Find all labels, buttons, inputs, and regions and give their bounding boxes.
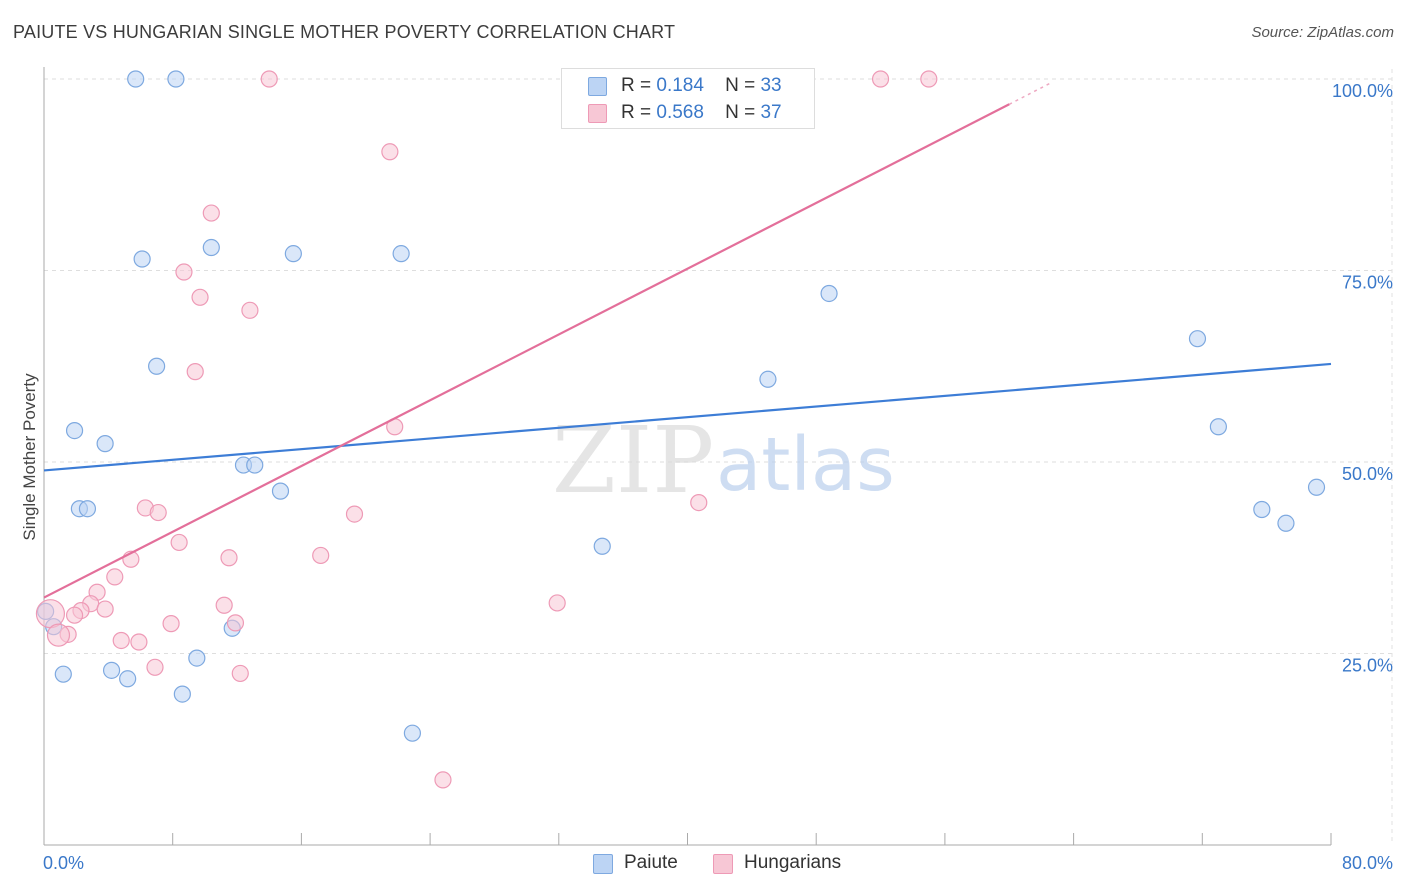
axes: 25.0% 50.0% 75.0% 100.0% — [43, 67, 1393, 846]
paiute-point — [246, 456, 264, 474]
paiute-point — [127, 70, 145, 88]
hungarians-point — [35, 599, 66, 629]
paiute-point — [271, 482, 290, 500]
paiute-point — [173, 685, 191, 703]
paiute-point — [133, 250, 151, 268]
hungarians-point — [170, 533, 188, 552]
y-tick-label: 50.0% — [1342, 464, 1393, 484]
paiute-point — [1277, 514, 1295, 532]
hungarians-point — [202, 204, 220, 222]
watermark-zip: ZIP — [552, 407, 714, 514]
paiute-point — [54, 665, 72, 683]
bottom-legend-label-paiute: Paiute — [624, 852, 678, 873]
trend-lines — [43, 82, 1332, 599]
paiute-point — [202, 238, 220, 257]
paiute-point — [1209, 418, 1227, 436]
hungarians-point — [220, 549, 238, 567]
y-tick-label: 100.0% — [1332, 81, 1393, 101]
bottom-legend-swatch-hungarians — [713, 854, 733, 874]
hungarians-point — [106, 568, 124, 586]
hungarians-point — [690, 493, 708, 512]
hungarians-point — [162, 615, 180, 633]
bottom-legend-swatch-paiute — [593, 854, 613, 874]
legend-n-value-hungarians: 37 — [760, 102, 782, 123]
legend-n-value-paiute: 33 — [760, 75, 782, 96]
paiute-point — [392, 245, 410, 263]
legend-r-label: R = — [621, 102, 652, 123]
x-tick-label-min: 0.0% — [43, 853, 84, 873]
chart-title: PAIUTE VS HUNGARIAN SINGLE MOTHER POVERT… — [13, 22, 676, 42]
hungarians-point — [191, 288, 209, 306]
paiute-point — [65, 421, 84, 440]
hungarians-point — [226, 614, 245, 632]
paiute-point — [593, 537, 611, 555]
watermark-atlas: atlas — [716, 422, 895, 508]
hungarians-trend-line — [43, 103, 1010, 599]
hungarians-point — [871, 70, 890, 88]
paiute-point — [284, 245, 302, 263]
hungarians-point — [260, 70, 278, 88]
hungarians-point — [548, 594, 566, 612]
paiute-point — [188, 649, 206, 667]
hungarians-point — [345, 505, 364, 523]
legend-r-label: R = — [621, 75, 652, 96]
chart-source: Source: ZipAtlas.com — [1251, 24, 1394, 41]
legend-swatch-paiute — [588, 77, 607, 96]
paiute-point — [78, 500, 97, 518]
paiute-point — [167, 70, 185, 88]
legend-swatch-hungarians — [588, 104, 607, 123]
y-tick-label: 25.0% — [1342, 656, 1393, 676]
paiute-point — [102, 661, 121, 679]
hungarians-point — [65, 606, 84, 624]
bottom-legend-label-hungarians: Hungarians — [744, 852, 842, 873]
paiute-point — [759, 370, 777, 388]
paiute-point — [1188, 330, 1207, 348]
hungarians-point — [381, 143, 399, 161]
hungarians-point — [46, 623, 71, 647]
legend-r-value-hungarians: 0.568 — [656, 102, 704, 123]
paiute-trend-line — [43, 362, 1332, 472]
hungarians-point — [112, 631, 130, 650]
hungarians-point — [130, 633, 148, 651]
paiute-point — [403, 724, 422, 742]
paiute-point — [148, 357, 166, 375]
paiute-point — [119, 670, 137, 688]
watermark: ZIP atlas — [552, 407, 895, 514]
paiute-point — [1253, 500, 1271, 519]
hungarians-point — [146, 658, 164, 676]
paiute-point — [820, 284, 838, 303]
legend-n-label: N = — [725, 102, 756, 123]
paiute-point — [1307, 478, 1326, 496]
x-tick-label-max: 80.0% — [1342, 853, 1393, 873]
hungarians-point — [215, 596, 233, 614]
hungarians-point — [241, 301, 259, 319]
legend-r-value-paiute: 0.184 — [656, 75, 704, 96]
hungarians-point — [231, 664, 249, 683]
hungarians-point — [175, 263, 193, 281]
correlation-legend: R = 0.184 N = 33 R = 0.568 N = 37 — [561, 68, 815, 129]
y-axis-label: Single Mother Poverty — [20, 373, 39, 541]
y-tick-label: 75.0% — [1342, 273, 1393, 293]
hungarians-point — [312, 546, 330, 565]
hungarians-point — [186, 363, 204, 381]
hungarians-point — [149, 503, 167, 522]
hungarians-point — [434, 771, 452, 789]
hungarians-trend-extension — [1008, 82, 1050, 105]
hungarians-point — [920, 70, 938, 88]
legend-n-label: N = — [725, 75, 756, 96]
paiute-point — [96, 435, 114, 453]
hungarians-point — [96, 600, 114, 618]
